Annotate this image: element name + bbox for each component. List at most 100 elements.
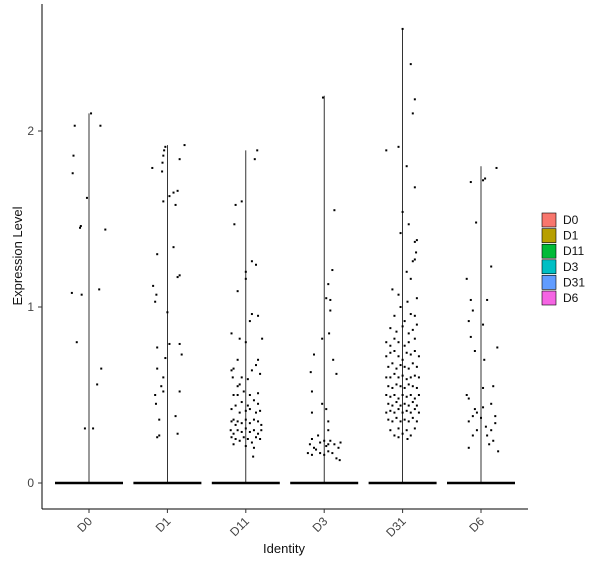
data-point [242, 436, 245, 439]
data-point [385, 411, 388, 414]
data-point [79, 225, 82, 228]
data-point [397, 408, 400, 411]
data-point [482, 406, 485, 409]
data-point [413, 397, 416, 400]
data-point [333, 209, 336, 212]
data-point [240, 430, 243, 433]
data-point [236, 290, 239, 293]
data-point [403, 418, 406, 421]
data-point [492, 385, 495, 388]
data-point [309, 371, 312, 374]
data-point [248, 394, 251, 396]
data-point [230, 332, 233, 335]
data-point [417, 411, 420, 414]
data-point [327, 420, 330, 423]
data-point [417, 394, 420, 396]
data-point [413, 350, 416, 352]
data-point [180, 353, 183, 356]
data-point [411, 401, 414, 404]
data-point [495, 166, 498, 169]
data-point [319, 452, 322, 455]
data-point [321, 96, 324, 99]
data-point [415, 386, 418, 389]
data-point [327, 443, 330, 446]
violin-group-D0 [55, 112, 123, 485]
data-point [467, 320, 470, 323]
data-point [252, 429, 255, 432]
data-point [96, 383, 99, 386]
data-point [393, 337, 396, 340]
data-point [176, 276, 179, 279]
data-point [158, 418, 161, 421]
data-point [154, 394, 157, 396]
y-tick-label: 2 [27, 124, 34, 138]
data-point [482, 179, 485, 182]
data-point [483, 358, 486, 361]
data-point [484, 425, 487, 428]
legend-label: D1 [563, 229, 579, 243]
data-point [393, 350, 396, 352]
data-point [321, 337, 324, 340]
data-point [415, 297, 418, 300]
data-point [475, 429, 478, 432]
data-point [397, 355, 400, 358]
data-point [484, 177, 487, 180]
data-point [415, 251, 418, 254]
data-point [248, 408, 251, 411]
data-point [75, 341, 78, 344]
data-point [407, 420, 410, 423]
data-point [389, 409, 392, 412]
data-point [329, 439, 332, 442]
y-axis-title: Expression Level [10, 206, 25, 305]
data-point [397, 436, 400, 439]
data-point [162, 154, 165, 157]
data-point [406, 438, 409, 440]
data-point [261, 337, 264, 340]
data-point [494, 415, 497, 418]
data-point [393, 434, 396, 437]
data-point [494, 422, 497, 425]
data-point [403, 320, 406, 323]
data-point [230, 436, 233, 439]
data-point [391, 288, 394, 291]
data-point [161, 161, 164, 164]
data-point [232, 443, 235, 446]
data-point [403, 386, 406, 389]
data-point [231, 376, 234, 379]
data-point [397, 341, 400, 344]
data-point [80, 293, 83, 296]
data-point [486, 434, 489, 437]
data-point [405, 395, 408, 398]
data-point [168, 195, 171, 198]
data-point [471, 434, 474, 437]
data-point [162, 390, 165, 393]
data-point [90, 112, 93, 115]
data-point [391, 404, 394, 407]
data-point [327, 429, 330, 432]
data-point [331, 269, 334, 272]
data-point [154, 300, 157, 303]
data-point [315, 448, 318, 451]
data-point [244, 445, 247, 448]
data-point [248, 422, 251, 425]
data-point [233, 223, 236, 226]
data-point [395, 383, 398, 386]
data-point [163, 149, 166, 152]
data-point [415, 420, 418, 423]
data-point [168, 342, 171, 345]
data-point [176, 432, 179, 435]
violin-group-D6 [447, 166, 515, 485]
data-point [230, 369, 233, 372]
data-point [238, 383, 241, 386]
data-point [385, 341, 388, 344]
data-point [399, 420, 402, 423]
data-point [393, 372, 396, 375]
data-point [399, 306, 402, 308]
data-point [335, 457, 338, 460]
data-point [325, 445, 328, 448]
data-point [490, 429, 493, 432]
data-point [407, 367, 410, 370]
y-tick-label: 0 [27, 476, 34, 490]
data-point [230, 420, 233, 423]
